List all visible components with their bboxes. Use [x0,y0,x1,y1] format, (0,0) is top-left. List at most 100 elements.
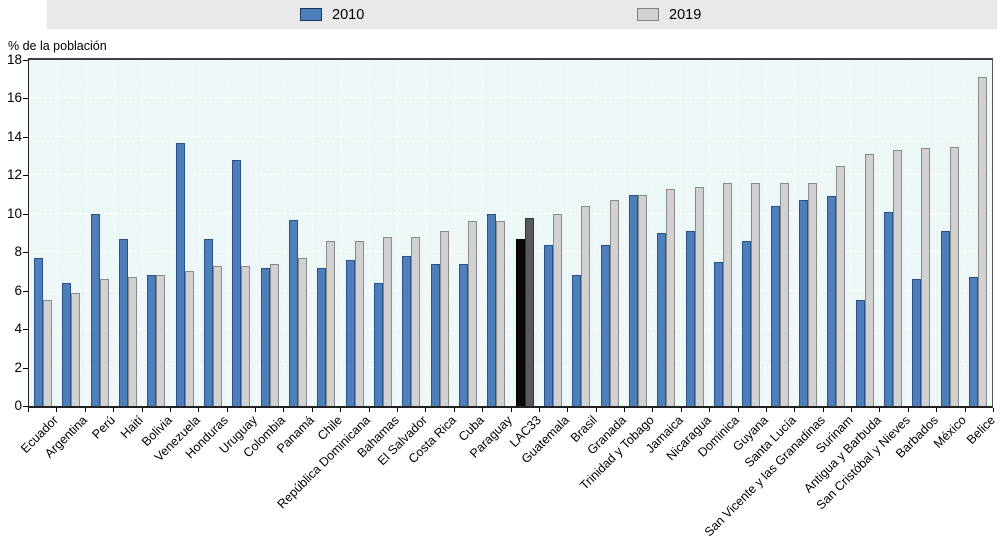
gridline-vertical [312,60,314,406]
gridline-vertical [935,60,937,406]
x-tick [84,408,86,412]
bar-2019-Colombia [269,263,279,406]
x-tick [538,408,540,412]
x-tick [56,408,58,412]
bar-2019-Uruguay [241,265,251,406]
bar-2019-Antigua y Barbuda [864,154,874,406]
bar-2010-Brasil [572,275,582,406]
bar-2010-Paraguay [487,213,497,406]
gridline-vertical [425,60,427,406]
gridline-vertical [340,60,342,406]
bar-2010-República Dominicana [345,259,355,406]
y-tick [23,367,28,369]
bar-2010-Perú [90,213,100,406]
x-tick [936,408,938,412]
bar-2010-Belice [968,277,978,406]
gridline-vertical [822,60,824,406]
gridline-vertical [453,60,455,406]
gridline-vertical [538,60,540,406]
bar-2019-Jamaica [666,188,676,406]
x-tick [425,408,427,412]
y-tick-label: 14 [6,128,22,144]
bar-2010-Honduras [204,238,214,406]
y-tick [23,213,28,215]
x-tick [510,408,512,412]
bar-2019-Venezuela [184,271,194,406]
x-tick [680,408,682,412]
y-tick-label: 8 [14,244,22,260]
x-tick [311,408,313,412]
x-tick [737,408,739,412]
x-tick-label-Belice: Belice [963,413,998,447]
bar-2019-Cuba [468,221,477,406]
bar-2019-Panamá [298,258,308,406]
x-tick [794,408,796,412]
y-tick [23,136,28,138]
bar-2010-Ecuador [34,258,44,406]
y-tick [23,98,28,100]
y-axis-title: % de la población [8,39,107,53]
bar-2010-Chile [317,267,327,406]
bar-2019-Guyana [751,183,761,406]
y-tick-label: 12 [6,167,22,183]
x-tick [113,408,115,412]
x-tick [283,408,285,412]
bar-2010-San Cristóbal y Nieves [883,211,893,406]
x-tick [993,408,994,412]
bar-2019-Belice [977,77,987,406]
bar-2010-Surinam [827,196,837,406]
bar-2019-Bolivia [156,275,166,406]
bar-2019-Brasil [581,206,591,406]
x-tick [765,408,767,412]
gridline-vertical [255,60,257,406]
gridline-vertical [878,60,880,406]
legend-swatch-2010 [300,8,322,21]
bar-2010-Bolivia [147,275,157,406]
gridline-vertical [595,60,597,406]
gridline-vertical [793,60,795,406]
bar-2010-Haití [119,238,129,406]
bar-2010-Colombia [260,267,270,406]
bar-2019-Haití [128,277,138,406]
legend-swatch-2019 [637,8,659,21]
bar-2019-República Dominicana [354,240,364,406]
x-tick [255,408,257,412]
bar-2019-Bahamas [383,236,393,406]
y-tick-label: 10 [6,205,22,221]
x-tick [226,408,228,412]
bar-2019-El Salvador [411,236,421,406]
bar-2010-México [940,231,950,406]
gridline-vertical [510,60,512,406]
gridline-vertical [85,60,87,406]
bar-2019-Honduras [213,265,223,406]
bar-2010-Cuba [459,263,468,406]
legend-item-2019: 2019 [637,0,701,29]
gridline-vertical [963,60,965,406]
bar-2010-Venezuela [175,142,185,406]
gridline-vertical [368,60,370,406]
bar-2019-Granada [609,200,619,406]
bar-2010-San Vicente y las Granadinas [798,200,808,406]
legend-label-2010: 2010 [332,6,365,23]
bar-2010-Granada [600,244,610,406]
x-tick [851,408,853,412]
gridline-vertical [198,60,200,406]
bar-2010-Panamá [289,219,299,406]
gridline-vertical [680,60,682,406]
bar-2019-Dominica [722,183,732,406]
bar-2019-Santa Lucía [779,183,789,406]
x-tick [368,408,370,412]
x-tick [141,408,143,412]
y-tick [23,175,28,177]
bar-2010-El Salvador [402,256,412,406]
x-tick [624,408,626,412]
gridline-vertical [397,60,399,406]
x-tick [709,408,711,412]
gridline-vertical [850,60,852,406]
gridline-vertical [113,60,115,406]
gridline-vertical [57,60,59,406]
gridline-vertical [623,60,625,406]
x-tick [340,408,342,412]
x-tick [652,408,654,412]
gridline-vertical [283,60,285,406]
